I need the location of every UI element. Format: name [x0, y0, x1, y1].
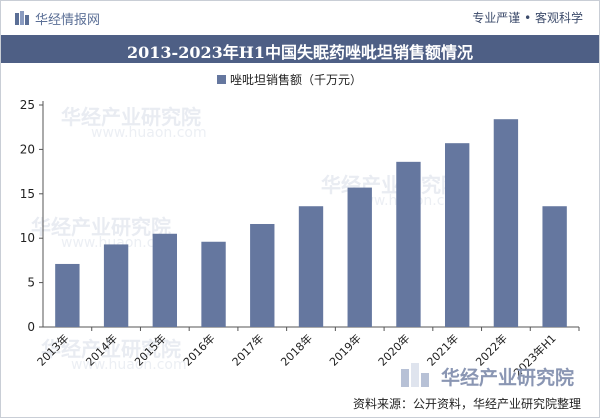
y-tick-label: 25 [20, 98, 35, 112]
bar [347, 187, 372, 327]
watermark-corner-text: 华经产业研究院 [441, 367, 575, 389]
watermark-url: www.huaon.com [61, 235, 177, 251]
slogan-text: 专业严谨 • 客观科学 [472, 11, 583, 25]
x-tick-label: 2016年 [180, 331, 217, 368]
watermark-url: www.huaon.com [71, 357, 187, 373]
bar [298, 206, 324, 327]
x-tick-label: 2014年 [83, 331, 120, 368]
x-tick-label: 2017年 [229, 331, 266, 368]
y-tick-label: 0 [27, 320, 35, 334]
bar [55, 263, 80, 327]
x-tick-label: 2015年 [131, 331, 168, 368]
watermark-logo-icon [401, 363, 429, 387]
watermark-text: 华经产业研究院 [41, 337, 181, 361]
legend-swatch [217, 75, 226, 84]
bar [250, 223, 275, 327]
legend-label: 唑吡坦销售额（千万元） [230, 73, 363, 87]
x-tick-label: 2018年 [278, 331, 315, 368]
watermark-url: www.huaon.com [91, 125, 207, 141]
bar [103, 244, 129, 327]
x-tick-label: 2019年 [326, 331, 363, 368]
watermark-text: 华经产业研究院 [321, 173, 461, 197]
bar [493, 119, 519, 327]
watermark-text: 华经产业研究院 [31, 215, 171, 239]
bar [201, 241, 226, 327]
bar [542, 206, 567, 327]
header-bar: 华经情报网 专业严谨 • 客观科学 [1, 1, 599, 35]
y-tick-label: 5 [27, 276, 35, 290]
bar [445, 143, 470, 327]
x-tick-label: 2013年 [34, 331, 71, 368]
bar [396, 161, 421, 327]
bar [152, 233, 177, 327]
y-tick-label: 15 [20, 187, 35, 201]
y-tick-label: 10 [20, 231, 35, 245]
brand-name: 华经情报网 [35, 13, 101, 28]
watermark-text: 华经产业研究院 [61, 105, 201, 129]
title-bar: 2013-2023年H1中国失眠药唑吡坦销售额情况 [1, 35, 599, 63]
source-note: 资料来源：公开资料，华经产业研究院整理 [352, 397, 581, 411]
y-tick-label: 20 [20, 142, 35, 156]
chart-title: 2013-2023年H1中国失眠药唑吡坦销售额情况 [127, 43, 473, 62]
huajing-logo-icon [15, 11, 29, 25]
